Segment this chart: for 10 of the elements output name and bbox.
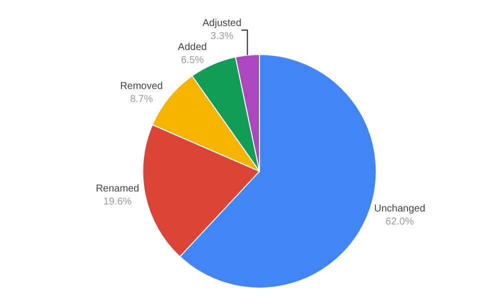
slice-label: Adjusted	[202, 18, 242, 30]
slice-label: Added	[178, 42, 207, 54]
slice-label: Renamed	[96, 184, 140, 195]
slice-label: Removed	[120, 80, 163, 92]
data-label: 62.0%	[386, 216, 414, 228]
data-label: 6.5%	[180, 55, 204, 66]
slice-label: Unchanged	[374, 204, 426, 215]
data-label: 3.3%	[210, 31, 234, 42]
data-label: 19.6%	[103, 196, 132, 208]
data-label: 8.7%	[130, 94, 153, 105]
